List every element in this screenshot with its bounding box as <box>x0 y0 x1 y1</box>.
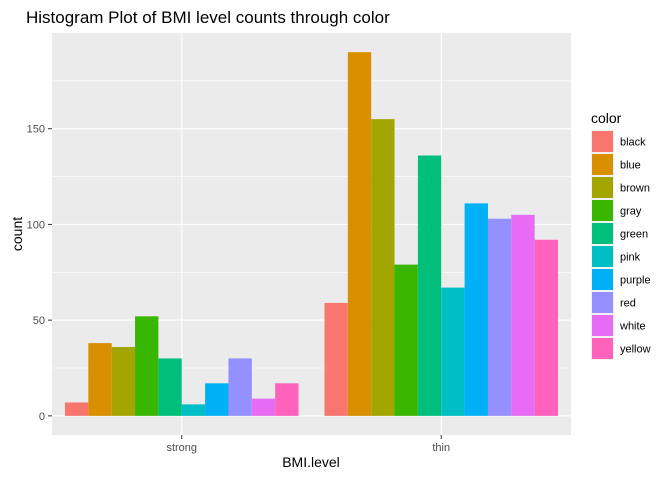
legend-swatch-red <box>592 292 613 313</box>
legend-label-gray: gray <box>620 206 642 218</box>
x-axis-title: BMI.level <box>282 454 340 470</box>
x-axis: strong thin <box>166 435 450 454</box>
bar-red-thin <box>487 218 512 416</box>
bar-blue-strong <box>88 343 112 416</box>
legend-label-yellow: yellow <box>620 344 651 356</box>
x-tick-label: strong <box>166 442 197 454</box>
chart-title: Histogram Plot of BMI level counts throu… <box>26 8 390 27</box>
bar-white-strong <box>251 398 276 416</box>
bar-blue-thin <box>347 52 372 416</box>
bar-white-thin <box>511 214 535 416</box>
legend-swatch-black <box>592 131 613 152</box>
bar-pink-strong <box>181 404 206 416</box>
bar-gray-strong <box>135 316 159 416</box>
legend-swatch-green <box>592 223 613 244</box>
y-axis: 0 50 100 150 <box>27 124 52 423</box>
bar-yellow-thin <box>534 239 559 416</box>
bar-green-strong <box>158 358 182 416</box>
y-tick-label: 100 <box>27 219 45 231</box>
legend-label-brown: brown <box>620 183 650 195</box>
x-tick-label: thin <box>432 442 450 454</box>
legend-swatch-gray <box>592 200 613 221</box>
bar-gray-thin <box>394 264 418 416</box>
legend-swatch-pink <box>592 246 613 267</box>
y-tick-label: 50 <box>33 315 45 327</box>
y-tick-label: 0 <box>39 411 45 423</box>
legend-label-pink: pink <box>620 252 641 264</box>
y-axis-title: count <box>9 217 25 251</box>
legend-swatch-blue <box>592 154 613 175</box>
bars <box>64 52 559 416</box>
bar-yellow-strong <box>275 383 299 416</box>
y-tick-label: 150 <box>27 124 45 136</box>
legend-label-white: white <box>619 321 646 333</box>
bar-pink-thin <box>441 287 465 416</box>
legend-title: color <box>591 110 622 126</box>
legend: color black blue brown gray green pink purple r… <box>591 110 651 360</box>
bar-purple-strong <box>205 383 229 416</box>
legend-label-blue: blue <box>620 160 641 172</box>
bar-purple-thin <box>464 203 488 416</box>
bar-brown-strong <box>111 346 136 416</box>
legend-label-purple: purple <box>620 275 651 287</box>
legend-label-black: black <box>620 137 646 149</box>
legend-label-red: red <box>620 298 636 310</box>
legend-items: black blue brown gray green pink purple red whit… <box>591 130 651 360</box>
legend-swatch-yellow <box>592 338 613 359</box>
bar-black-thin <box>324 302 348 416</box>
bar-green-thin <box>417 155 442 416</box>
legend-swatch-brown <box>592 177 613 198</box>
legend-label-green: green <box>620 229 648 241</box>
legend-swatch-purple <box>592 269 613 290</box>
legend-swatch-white <box>592 315 613 336</box>
bar-black-strong <box>64 402 89 416</box>
bar-red-strong <box>228 358 252 416</box>
bar-brown-thin <box>371 119 395 416</box>
